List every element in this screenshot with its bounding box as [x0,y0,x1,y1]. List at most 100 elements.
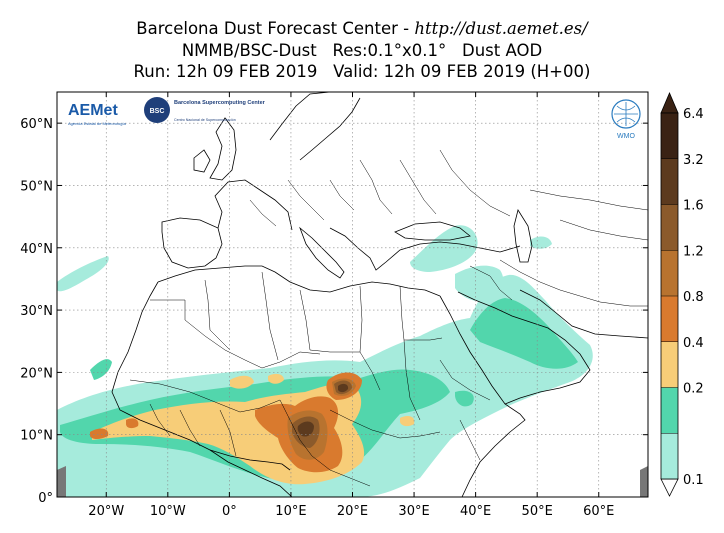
border [403,339,421,421]
aod-contour-0.1 [410,225,478,272]
border [329,409,441,439]
scandinavia-coastline [269,92,361,161]
africa-coastline [111,281,293,497]
ireland-coastline [193,149,211,173]
colorbar-min-arrow [660,478,679,497]
bsc-logo-subtitle: Centro Nacional de Supercomputación [174,118,236,122]
aod-contour-0.2 [455,390,474,407]
title-line-1: Barcelona Dust Forecast Center - http://… [0,18,724,39]
aod-contour-3.2 [297,421,314,437]
colorbar-label: 3.2 [683,153,704,168]
lat-label: 20°N [20,366,53,381]
border [149,403,237,457]
caspian-coastline [513,208,533,263]
border [204,279,231,351]
lon-label: 10°E [275,504,306,519]
colorbar-segment [661,296,678,342]
lat-label: 0° [38,491,53,506]
aod-contour-0.8 [126,418,139,429]
colorbar-segment [661,341,678,388]
domain-mask-right [640,466,648,497]
colorbar-label: 0.1 [683,473,704,488]
lat-label: 10°N [20,429,53,444]
wmo-logo: WMO [611,99,641,140]
colorbar-segment [661,387,678,434]
mediterranean-coastline [157,265,441,297]
france-coastline [214,179,293,231]
aod-contour-3.2 [338,383,349,393]
aod-contour-0.4 [268,373,284,384]
wmo-logo-globe-icon [611,99,641,129]
border [261,271,279,361]
bsc-logo-text: BSC [150,108,165,115]
lon-label: 50°E [522,504,553,519]
border [359,285,381,391]
colorbar-label: 6.4 [683,107,704,122]
aod-colorbar: 6.4 3.2 1.6 1.2 0.8 0.4 0.2 0.1 [660,91,704,497]
wmo-logo-meridians-icon [614,102,638,126]
bsc-logo-name: Barcelona Supercomputing Center [174,100,266,106]
border [129,379,281,413]
aod-contour-0.1 [455,265,504,302]
lon-label: 20°E [337,504,368,519]
border [249,159,393,227]
graticule [57,92,648,497]
map-axes: 60°N 50°N 40°N 30°N 20°N 10°N 0° 20°W 10°W 0° 10°E… [20,92,648,519]
lat-label: 40°N [20,242,53,257]
colorbar-max-arrow [660,91,679,114]
gulf-coastline [519,289,648,339]
colorbar-label: 0.4 [683,336,704,351]
aod-contour-0.2 [470,298,578,369]
coastlines [111,92,648,497]
east-africa-coastline [439,295,526,497]
lon-label: 30°E [398,504,429,519]
aod-contour-0.8 [90,428,109,439]
lon-label: 10°W [150,504,186,519]
title-line-2: NMMB/BSC-Dust Res:0.1°x0.1° Dust AOD [181,41,543,60]
wmo-logo-text: WMO [617,133,635,140]
border [299,289,360,353]
colorbar-label: 1.2 [683,244,704,259]
colorbar-segment [661,113,678,159]
iberia-coastline [161,217,223,269]
italy-coastline [299,226,345,279]
lat-label: 50°N [20,179,53,194]
colorbar-segment [661,433,678,479]
colorbar-frame [660,112,679,480]
title-line-3: Run: 12h 09 FEB 2019 Valid: 12h 09 FEB 2… [133,62,591,81]
aemet-logo-text: AEMet [68,102,118,119]
border [279,399,371,487]
colorbar-segment [661,204,678,251]
lat-label: 30°N [20,304,53,319]
border [529,189,648,241]
title-url[interactable]: http://dust.aemet.es/ [414,19,588,38]
colorbar-segment [661,158,678,205]
arabia-coastline [457,291,591,405]
colorbar-label: 0.2 [683,382,704,397]
border [399,149,511,217]
aod-contour-0.4 [400,416,415,427]
bsc-logo: BSC Barcelona Supercomputing Center Cent… [144,97,266,123]
lon-label: 0° [222,504,237,519]
lon-label: 20°W [88,504,124,519]
colorbar-segment [661,250,678,296]
black-sea-coastline [394,221,471,241]
aod-contour-0.4 [230,375,254,389]
border [439,359,491,461]
border [499,259,648,307]
aod-contour-0.1 [57,256,109,292]
lon-label: 60°E [583,504,614,519]
lon-label: 40°E [460,504,491,519]
colorbar-label: 0.8 [683,290,704,305]
bsc-logo-circle [144,97,170,123]
aemet-logo-subtitle: Agencia Estatal de Meteorología [68,121,127,126]
aemet-logo: AEMet Agencia Estatal de Meteorología [68,102,127,126]
country-borders [129,149,648,487]
guinea-coastline [209,449,291,471]
title-center-name: Barcelona Dust Forecast Center - [136,19,415,38]
border [469,265,513,301]
colorbar-label: 1.6 [683,199,704,214]
lat-label: 60°N [20,117,53,132]
domain-mask-left [57,466,66,497]
